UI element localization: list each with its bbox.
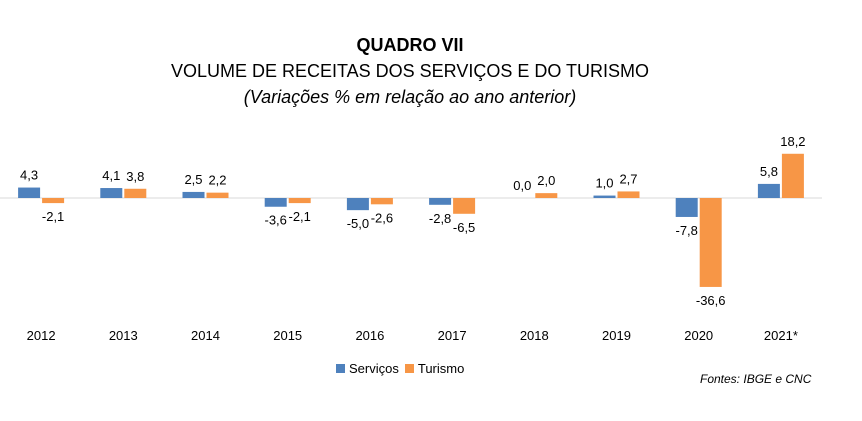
x-tick-label-2012: 2012 — [27, 328, 56, 343]
data-label-servicos-2018: 0,0 — [513, 178, 531, 193]
legend-label-turismo: Turismo — [417, 361, 465, 376]
x-tick-label-2013: 2013 — [109, 328, 138, 343]
bar-servicos-2013 — [100, 188, 123, 198]
chart-subtitle: VOLUME DE RECEITAS DOS SERVIÇOS E DO TUR… — [170, 61, 650, 81]
legend-swatch-turismo — [404, 364, 414, 373]
data-label-servicos-2015: -3,6 — [264, 213, 286, 228]
bar-servicos-2014 — [182, 191, 205, 198]
data-label-servicos-2012: 4,3 — [20, 168, 38, 183]
data-label-servicos-2020: -7,8 — [675, 223, 697, 238]
bar-turismo-2018 — [535, 193, 558, 198]
source-note: Fontes: IBGE e CNC — [700, 372, 812, 386]
bar-turismo-2012 — [42, 198, 65, 204]
bar-turismo-2013 — [124, 188, 147, 198]
bar-servicos-2021 — [757, 183, 780, 198]
legend-item-turismo: Turismo — [404, 361, 465, 376]
bar-servicos-2020 — [675, 198, 698, 217]
bar-servicos-2017 — [429, 198, 452, 205]
data-label-servicos-2019: 1,0 — [595, 176, 613, 191]
chart-note: (Variações % em relação ao ano anterior) — [243, 87, 577, 107]
bar-turismo-2019 — [617, 191, 640, 198]
x-tick-label-2017: 2017 — [438, 328, 467, 343]
data-label-turismo-2021: 18,2 — [780, 134, 805, 149]
data-label-servicos-2016: -5,0 — [347, 216, 369, 231]
x-tick-label-2015: 2015 — [273, 328, 302, 343]
data-label-turismo-2016: -2,6 — [371, 210, 393, 225]
data-label-turismo-2018: 2,0 — [537, 173, 555, 188]
data-label-servicos-2014: 2,5 — [184, 172, 202, 187]
x-tick-label-2019: 2019 — [602, 328, 631, 343]
bar-servicos-2019 — [593, 195, 616, 198]
legend-swatch-servicos — [336, 364, 345, 373]
chart-title-block: QUADRO VII VOLUME DE RECEITAS DOS SERVIÇ… — [0, 32, 820, 110]
x-tick-label-2016: 2016 — [355, 328, 384, 343]
x-tick-label-2020: 2020 — [684, 328, 713, 343]
bar-turismo-2020 — [699, 198, 722, 287]
data-label-turismo-2017: -6,5 — [453, 220, 475, 235]
data-label-turismo-2019: 2,7 — [619, 171, 637, 186]
bar-servicos-2016 — [346, 198, 369, 211]
bar-turismo-2014 — [206, 192, 229, 198]
legend-label-servicos: Serviços — [349, 361, 399, 376]
bar-servicos-2015 — [264, 198, 287, 207]
legend: Serviços Turismo — [336, 361, 470, 376]
bar-servicos-2012 — [18, 187, 41, 198]
x-tick-label-2018: 2018 — [520, 328, 549, 343]
bar-turismo-2021 — [781, 153, 804, 198]
data-label-servicos-2017: -2,8 — [429, 211, 451, 226]
chart-title: QUADRO VII — [356, 35, 464, 55]
data-label-turismo-2012: -2,1 — [42, 209, 64, 224]
data-label-servicos-2021: 5,8 — [760, 164, 778, 179]
bar-turismo-2017 — [453, 198, 476, 214]
x-tick-label-2014: 2014 — [191, 328, 220, 343]
legend-item-servicos: Serviços — [336, 361, 399, 376]
bar-turismo-2016 — [370, 198, 393, 205]
data-label-turismo-2014: 2,2 — [208, 173, 226, 188]
data-label-turismo-2015: -2,1 — [288, 209, 310, 224]
data-label-servicos-2013: 4,1 — [102, 168, 120, 183]
data-label-turismo-2020: -36,6 — [696, 293, 726, 308]
data-label-turismo-2013: 3,8 — [126, 169, 144, 184]
x-tick-label-2021: 2021* — [764, 328, 798, 343]
bar-turismo-2015 — [288, 198, 311, 204]
